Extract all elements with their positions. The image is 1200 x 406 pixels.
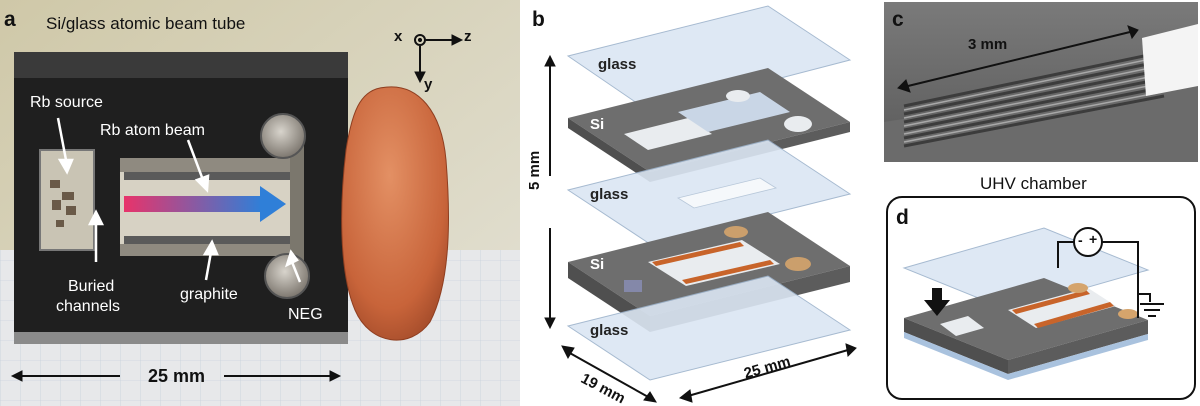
minus-sign: - xyxy=(1078,232,1083,248)
panel-a-title: Si/glass atomic beam tube xyxy=(46,14,246,33)
axis-y-label: y xyxy=(424,76,433,93)
layer-label-glass-3: glass xyxy=(590,322,629,339)
bias-circuit xyxy=(1057,227,1164,318)
panel-a: a Si/glass atomic beam tube x z y Rb sou… xyxy=(0,0,520,406)
seed xyxy=(341,86,449,341)
neg-disc-top xyxy=(260,113,306,159)
neg-disc-bottom xyxy=(264,253,310,299)
dim-arrow-25mm xyxy=(678,343,857,403)
rb-beam-arrow xyxy=(124,196,262,212)
rb-beam-arrow-head xyxy=(260,186,286,222)
panel-c-label: c xyxy=(892,8,904,31)
dim-arrow-19mm xyxy=(561,345,657,403)
opening-bright xyxy=(1142,24,1198,96)
graphite-strip xyxy=(652,242,744,266)
label-buried-line2: channels xyxy=(56,298,121,315)
dim-label-5mm: 5 mm xyxy=(528,150,543,190)
uhv-chamber-diagram xyxy=(902,227,1164,380)
panel-d-label: d xyxy=(896,206,909,229)
panel-b: b glass Si glass Si glass 5 mm 19 mm 25 … xyxy=(528,0,880,406)
layer-label-glass-2: glass xyxy=(590,186,629,203)
dim-arrow-3mm xyxy=(897,25,1139,93)
scale-bar-25mm xyxy=(10,370,342,382)
rb-source-pieces xyxy=(50,180,76,227)
layer-glass-3 xyxy=(566,275,852,381)
panel-d: d - + xyxy=(886,196,1196,400)
label-neg: NEG xyxy=(288,306,323,323)
microchannel-ridges xyxy=(903,54,1165,148)
pump-arrow xyxy=(924,288,950,316)
label-buried-line1: Buried xyxy=(68,278,115,295)
panel-c: c 3 mm xyxy=(884,2,1198,162)
graphite-bar xyxy=(124,236,292,244)
label-rb-beam: Rb atom beam xyxy=(100,122,205,139)
dim-arrow-5mm xyxy=(544,54,556,330)
layer-label-glass-1: glass xyxy=(598,56,637,73)
panel-d-title: UHV chamber xyxy=(980,174,1087,193)
label-graphite: graphite xyxy=(180,286,238,303)
panel-a-label: a xyxy=(4,8,16,31)
panel-a-photo xyxy=(0,0,520,406)
layer-glass-1 xyxy=(566,5,852,113)
exploded-stack-diagram xyxy=(544,5,857,403)
axis-x-label: x xyxy=(394,28,403,45)
layer-label-si-1: Si xyxy=(590,116,605,133)
axis-z-label: z xyxy=(464,28,472,45)
layer-label-si-2: Si xyxy=(590,256,605,273)
plus-sign: + xyxy=(1089,231,1098,247)
axis-glyph xyxy=(414,34,464,84)
panel-b-label: b xyxy=(532,8,545,31)
sem-image xyxy=(884,2,1198,162)
scale-label-25mm: 25 mm xyxy=(148,366,206,386)
label-rb-source: Rb source xyxy=(30,94,103,111)
dim-label-3mm: 3 mm xyxy=(968,36,1008,53)
